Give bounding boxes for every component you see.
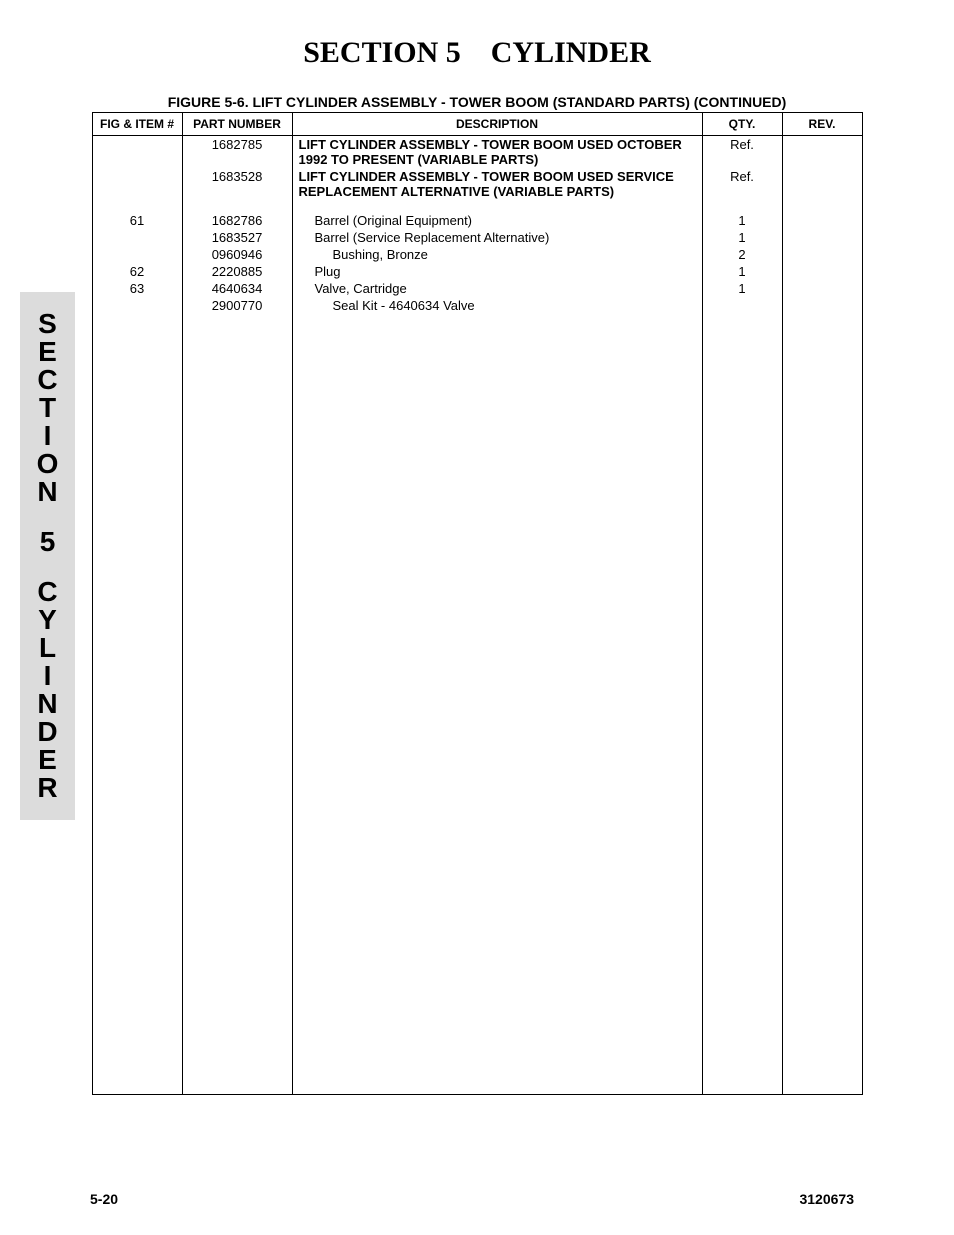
sidetab-letter: O [20, 450, 75, 478]
sidetab-letter: 5 [20, 528, 75, 556]
col-header-item: FIG & ITEM # [92, 113, 182, 136]
table-filler-row [92, 314, 862, 1094]
sidetab-letter: S [20, 310, 75, 338]
table-row: 634640634Valve, Cartridge1 [92, 280, 862, 297]
page-title: SECTION 5 CYLINDER [0, 36, 954, 70]
cell-part: 2220885 [182, 263, 292, 280]
table-row: 1682785LIFT CYLINDER ASSEMBLY - TOWER BO… [92, 136, 862, 169]
sidetab-letter: I [20, 662, 75, 690]
cell-part: 4640634 [182, 280, 292, 297]
cell-rev [782, 263, 862, 280]
cell-qty [702, 297, 782, 314]
page-header: SECTION 5 CYLINDER [0, 0, 954, 94]
footer-right: 3120673 [799, 1191, 854, 1207]
cell-desc: Plug [292, 263, 702, 280]
sidetab-letter: N [20, 690, 75, 718]
cell-desc: LIFT CYLINDER ASSEMBLY - TOWER BOOM USED… [292, 168, 702, 200]
cell-qty: 1 [702, 263, 782, 280]
col-header-desc: DESCRIPTION [292, 113, 702, 136]
sidetab-letter: E [20, 338, 75, 366]
cell-qty: 1 [702, 229, 782, 246]
table-row: 1683528LIFT CYLINDER ASSEMBLY - TOWER BO… [92, 168, 862, 200]
sidetab-letter: L [20, 634, 75, 662]
sidetab-letter: R [20, 774, 75, 802]
sidetab-letter: N [20, 478, 75, 506]
cell-rev [782, 212, 862, 229]
cell-desc: Bushing, Bronze [292, 246, 702, 263]
cell-rev [782, 297, 862, 314]
sidetab-letter: Y [20, 606, 75, 634]
sidetab-letter: I [20, 422, 75, 450]
sidetab-letter: T [20, 394, 75, 422]
cell-rev [782, 229, 862, 246]
cell-item: 62 [92, 263, 182, 280]
table-row: 1683527Barrel (Service Replacement Alter… [92, 229, 862, 246]
cell-item [92, 246, 182, 263]
cell-part: 1683527 [182, 229, 292, 246]
cell-desc: Barrel (Original Equipment) [292, 212, 702, 229]
cell-rev [782, 168, 862, 200]
cell-qty: 1 [702, 212, 782, 229]
table-row: 0960946Bushing, Bronze2 [92, 246, 862, 263]
section-title: CYLINDER [491, 36, 651, 69]
cell-qty: Ref. [702, 136, 782, 169]
cell-item [92, 168, 182, 200]
sidetab-letter: E [20, 746, 75, 774]
section-label: SECTION 5 [303, 36, 461, 69]
cell-item [92, 136, 182, 169]
table-row: 622220885Plug1 [92, 263, 862, 280]
cell-qty: Ref. [702, 168, 782, 200]
cell-desc: Seal Kit - 4640634 Valve [292, 297, 702, 314]
col-header-part: PART NUMBER [182, 113, 292, 136]
cell-qty: 1 [702, 280, 782, 297]
sidetab-letter: C [20, 578, 75, 606]
cell-part: 1683528 [182, 168, 292, 200]
cell-part: 0960946 [182, 246, 292, 263]
cell-rev [782, 136, 862, 169]
figure-caption: FIGURE 5-6. LIFT CYLINDER ASSEMBLY - TOW… [92, 94, 862, 110]
table-row [92, 200, 862, 212]
cell-part: 1682785 [182, 136, 292, 169]
cell-qty: 2 [702, 246, 782, 263]
cell-rev [782, 246, 862, 263]
cell-part: 2900770 [182, 297, 292, 314]
col-header-qty: QTY. [702, 113, 782, 136]
cell-part: 1682786 [182, 212, 292, 229]
cell-item: 61 [92, 212, 182, 229]
table-row: 611682786Barrel (Original Equipment)1 [92, 212, 862, 229]
parts-table: FIG & ITEM # PART NUMBER DESCRIPTION QTY… [92, 112, 863, 1095]
sidetab-letter: D [20, 718, 75, 746]
cell-desc: Valve, Cartridge [292, 280, 702, 297]
cell-desc: LIFT CYLINDER ASSEMBLY - TOWER BOOM USED… [292, 136, 702, 169]
footer-left: 5-20 [90, 1191, 118, 1207]
table-row: 2900770Seal Kit - 4640634 Valve [92, 297, 862, 314]
page-footer: 5-20 3120673 [0, 1191, 954, 1207]
cell-desc: Barrel (Service Replacement Alternative) [292, 229, 702, 246]
sidetab-letter: C [20, 366, 75, 394]
cell-item: 63 [92, 280, 182, 297]
cell-item [92, 229, 182, 246]
col-header-rev: REV. [782, 113, 862, 136]
cell-rev [782, 280, 862, 297]
side-tab: SECTION5CYLINDER [20, 292, 75, 820]
table-header-row: FIG & ITEM # PART NUMBER DESCRIPTION QTY… [92, 113, 862, 136]
cell-item [92, 297, 182, 314]
